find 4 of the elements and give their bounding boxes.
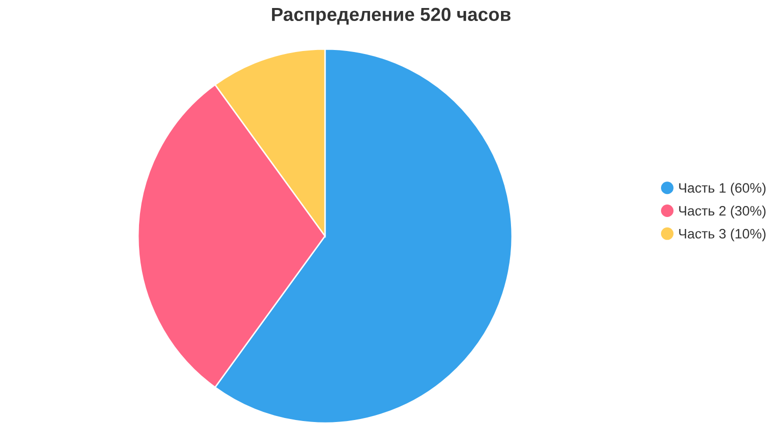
legend-label: Часть 3 (10%) [679, 228, 766, 242]
chart-title: Распределение 520 часов [272, 8, 510, 25]
legend-label: Часть 2 (30%) [679, 206, 766, 218]
legend-label: Часть 1 (60%) [679, 182, 766, 196]
